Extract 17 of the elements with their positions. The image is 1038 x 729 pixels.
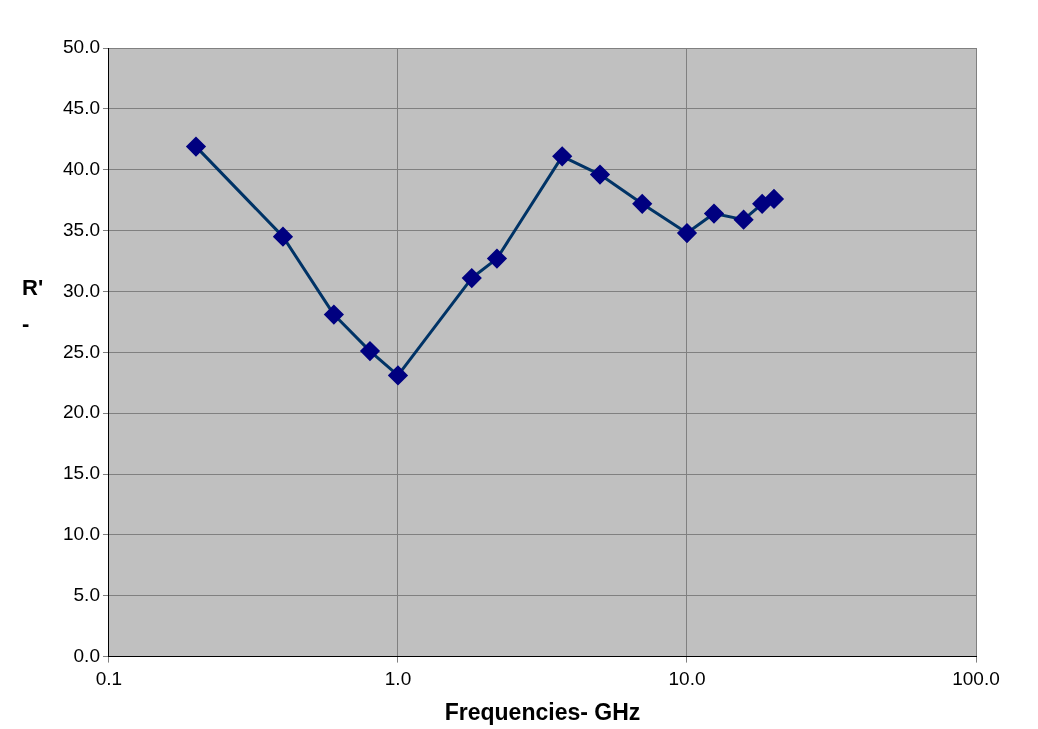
y-tick-label: 45.0: [63, 97, 100, 119]
y-tick-label: 35.0: [63, 218, 100, 240]
x-tick-label: 10.0: [668, 668, 706, 690]
y-tick-label: 25.0: [63, 340, 100, 362]
y-tick-label: 0.0: [73, 644, 100, 666]
y-axis-title: R' -: [22, 274, 44, 338]
y-tick-label: 10.0: [63, 523, 100, 545]
y-tick-label: 40.0: [63, 157, 100, 179]
y-tick-label: 15.0: [63, 462, 100, 484]
x-axis-title: Frequencies- GHz: [444, 698, 641, 725]
x-tick-label: 1.0: [384, 668, 412, 690]
y-tick-label: 50.0: [63, 36, 100, 58]
x-tick-label: 100.0: [952, 668, 1000, 690]
y-tick-label: 30.0: [63, 279, 100, 301]
x-tick-label: 0.1: [95, 668, 123, 690]
y-tick-label: 5.0: [73, 583, 100, 605]
y-tick-label: 20.0: [63, 401, 100, 423]
